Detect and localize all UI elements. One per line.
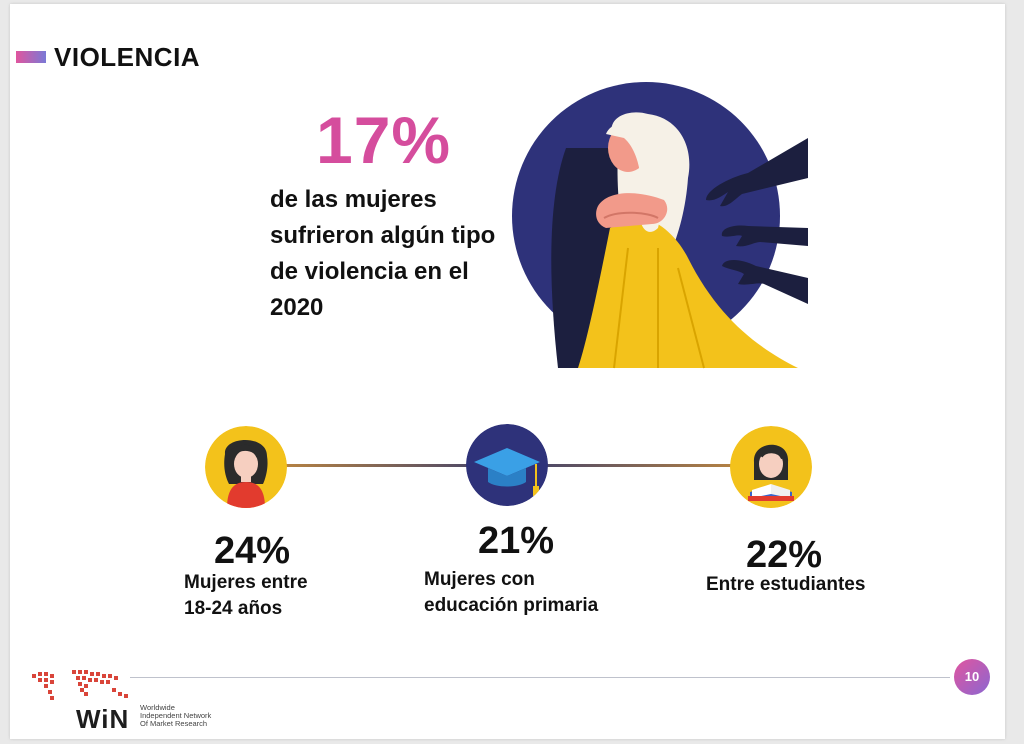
young-woman-icon bbox=[205, 426, 287, 508]
logo-subtitle-line: Independent Network bbox=[140, 711, 212, 720]
page-number-badge: 10 bbox=[954, 659, 990, 695]
world-map-dots-icon bbox=[32, 670, 128, 700]
logo-subtitle-line: Worldwide bbox=[140, 703, 175, 712]
logo-text: WiN bbox=[76, 704, 130, 734]
stat-label-line: Entre estudiantes bbox=[706, 574, 866, 595]
stat-value-young-women: 24% bbox=[214, 530, 291, 572]
stat-label-line: 18-24 años bbox=[184, 598, 283, 619]
stat-label-line: Mujeres con bbox=[424, 569, 535, 590]
section-header: VIOLENCIA bbox=[16, 42, 200, 72]
graduation-cap-icon bbox=[466, 424, 548, 506]
stat-value-students: 22% bbox=[746, 534, 823, 576]
footer-divider bbox=[130, 677, 950, 678]
page-title: VIOLENCIA bbox=[54, 41, 201, 72]
stat-label-young-women: Mujeres entre 18-24 años bbox=[184, 570, 384, 622]
woman-hugging-self-illustration bbox=[512, 82, 808, 369]
stat-label-line: educación primaria bbox=[424, 595, 599, 616]
slide: VIOLENCIA 17% de las mujeres sufrieron a… bbox=[10, 4, 1005, 739]
stat-value-primary-education: 21% bbox=[478, 520, 555, 562]
stat-label-line: Mujeres entre bbox=[184, 572, 308, 593]
student-reading-icon bbox=[730, 426, 812, 508]
title-accent-bar bbox=[16, 51, 46, 63]
main-stat-description: de las mujeres sufrieron algún tipo de v… bbox=[270, 186, 496, 321]
main-stat-value: 17% bbox=[316, 103, 452, 177]
stat-label-primary-education: Mujeres con educación primaria bbox=[424, 567, 664, 619]
logo-subtitle-line: Of Market Research bbox=[140, 719, 208, 728]
win-logo: WiN Worldwide Independent Network Of Mar… bbox=[28, 664, 238, 734]
logo-subtitle: Worldwide Independent Network Of Market … bbox=[140, 704, 211, 728]
stat-label-students: Entre estudiantes bbox=[706, 572, 926, 598]
